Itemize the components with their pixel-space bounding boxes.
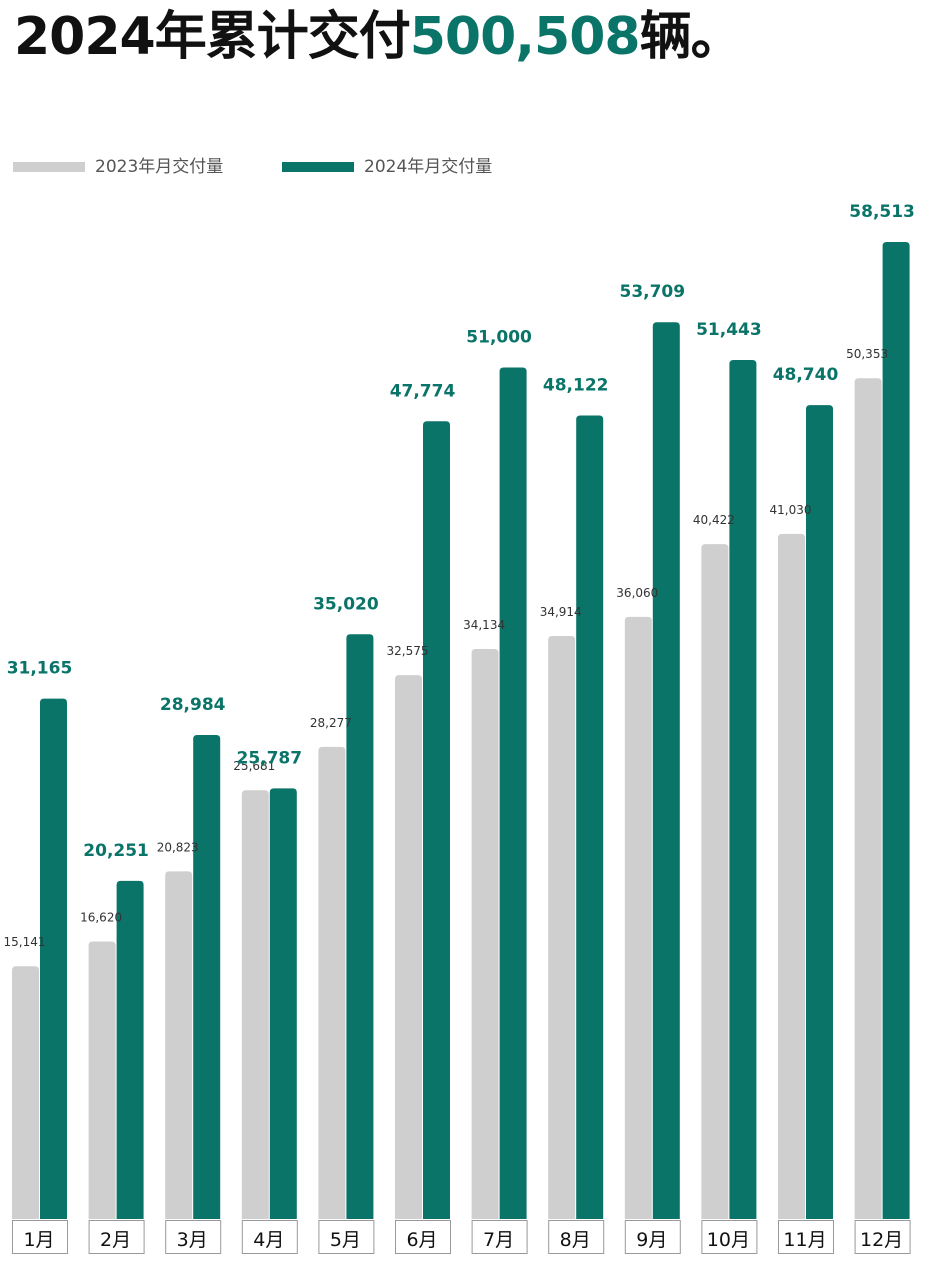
bar-2023-12 <box>854 378 882 1220</box>
value-label-2024-2: 20,251 <box>83 841 149 861</box>
value-label-2024-10: 51,443 <box>696 320 762 340</box>
value-label-2023-3: 20,823 <box>157 840 199 854</box>
value-label-2023-9: 36,060 <box>616 586 658 600</box>
x-tick-box-3 <box>165 1220 222 1254</box>
title-suffix: 辆。 <box>639 7 743 67</box>
legend-label-2023: 2023年月交付量 <box>95 157 224 177</box>
title-prefix: 2024年累计交付 <box>14 7 411 67</box>
bar-2024-6 <box>423 421 450 1219</box>
bar-2023-4 <box>241 790 269 1219</box>
bar-2023-11 <box>778 533 805 1219</box>
value-label-2024-9: 53,709 <box>619 282 685 302</box>
bar-2023-7 <box>471 649 499 1219</box>
bar-2023-3 <box>165 871 193 1219</box>
value-label-2023-12: 50,353 <box>846 347 888 361</box>
value-label-2023-8: 34,914 <box>540 605 582 619</box>
value-label-2023-6: 32,575 <box>387 644 429 658</box>
bar-2024-12 <box>882 242 910 1219</box>
value-label-2023-11: 41,030 <box>770 503 812 517</box>
value-label-2023-7: 34,134 <box>463 618 505 632</box>
x-tick-label-4: 4月 <box>253 1229 284 1251</box>
legend-swatch-2024 <box>282 162 354 172</box>
x-tick-label-2: 2月 <box>100 1229 131 1251</box>
bar-2024-9 <box>652 322 680 1219</box>
x-tick-box-5 <box>318 1220 375 1254</box>
bar-2023-5 <box>318 746 346 1219</box>
bar-2024-1 <box>40 698 67 1219</box>
x-tick-box-12 <box>854 1220 911 1254</box>
x-tick-box-6 <box>395 1220 451 1254</box>
bar-2024-10 <box>729 360 757 1219</box>
bar-2024-4 <box>269 788 297 1219</box>
bar-2024-3 <box>193 735 221 1219</box>
x-tick-label-12: 12月 <box>860 1229 903 1251</box>
bar-2024-11 <box>806 405 833 1220</box>
bar-2023-9 <box>624 616 652 1219</box>
bar-2023-8 <box>548 636 576 1219</box>
legend-label-2024: 2024年月交付量 <box>364 157 493 177</box>
x-tick-box-4 <box>241 1220 298 1254</box>
x-tick-box-9 <box>624 1220 681 1254</box>
x-tick-box-2 <box>88 1220 145 1254</box>
value-label-2024-3: 28,984 <box>160 695 226 715</box>
x-tick-label-6: 6月 <box>406 1229 437 1251</box>
value-label-2023-4: 25,681 <box>233 759 275 773</box>
x-tick-label-8: 8月 <box>560 1229 591 1251</box>
x-tick-label-1: 1月 <box>23 1229 54 1251</box>
value-label-2024-4: 25,787 <box>236 748 302 768</box>
x-tick-box-1 <box>12 1220 68 1254</box>
x-tick-label-11: 11月 <box>783 1229 826 1251</box>
value-label-2024-1: 31,165 <box>7 659 73 679</box>
bar-2024-2 <box>116 880 144 1219</box>
bar-2023-2 <box>88 941 116 1219</box>
value-label-2024-12: 58,513 <box>849 202 915 222</box>
x-tick-label-3: 3月 <box>177 1229 208 1251</box>
value-label-2023-2: 16,620 <box>80 910 122 924</box>
value-label-2023-1: 15,141 <box>4 935 46 949</box>
bar-2024-5 <box>346 634 374 1219</box>
x-tick-label-7: 7月 <box>483 1229 514 1251</box>
value-label-2024-8: 48,122 <box>543 376 609 396</box>
x-tick-box-10 <box>701 1220 758 1254</box>
legend-swatch-2023 <box>13 162 85 172</box>
x-tick-box-8 <box>548 1220 605 1254</box>
value-label-2023-5: 28,277 <box>310 716 352 730</box>
bar-2023-6 <box>395 675 422 1219</box>
value-label-2023-10: 40,422 <box>693 513 735 527</box>
value-label-2024-7: 51,000 <box>466 327 532 347</box>
value-label-2024-6: 47,774 <box>390 381 456 401</box>
value-label-2024-11: 48,740 <box>773 365 839 385</box>
x-tick-label-10: 10月 <box>707 1229 750 1251</box>
value-label-2024-5: 35,020 <box>313 594 379 614</box>
x-tick-box-11 <box>778 1220 834 1254</box>
x-tick-box-7 <box>471 1220 528 1254</box>
page-title: 2024年累计交付500,508辆。 <box>14 2 743 72</box>
x-tick-label-9: 9月 <box>636 1229 667 1251</box>
bar-2023-1 <box>12 966 39 1219</box>
bar-2024-7 <box>499 367 527 1219</box>
bar-2024-8 <box>576 415 604 1220</box>
x-tick-label-5: 5月 <box>330 1229 361 1251</box>
title-highlight-total: 500,508 <box>409 7 641 67</box>
bar-2023-10 <box>701 544 729 1219</box>
